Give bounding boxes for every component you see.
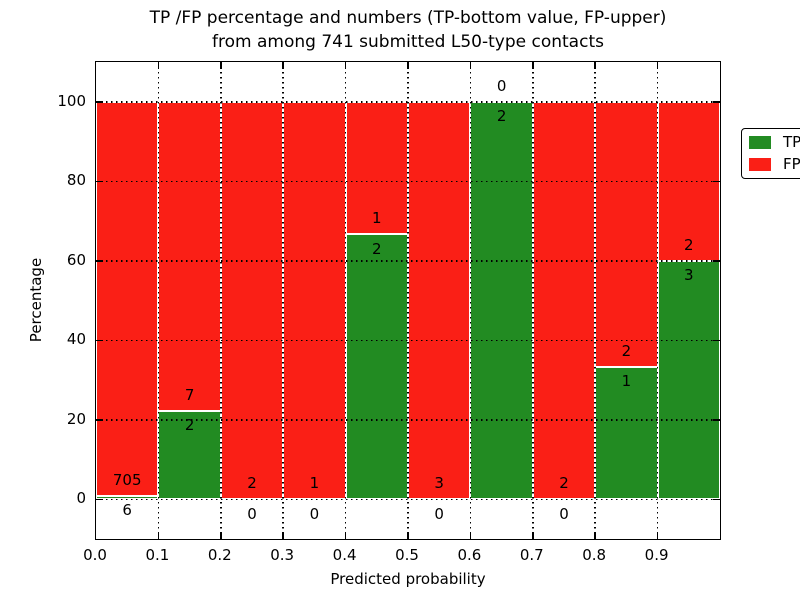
x-tick-mark-bottom xyxy=(344,532,347,539)
x-tick-label: 0.7 xyxy=(519,546,544,564)
x-tick-label: 0.6 xyxy=(457,546,482,564)
x-tick-label: 0.3 xyxy=(270,546,295,564)
y-tick-mark-right xyxy=(713,180,720,182)
x-tick-label: 0.8 xyxy=(582,546,607,564)
tp-count-label: 0 xyxy=(309,504,320,523)
x-tick-mark-top xyxy=(344,62,347,69)
plot-area: 705 6 7 2 2 0 1 0 1 2 3 0 0 2 2 0 2 1 2 3 TP FP xyxy=(95,61,800,540)
y-tick-mark-right xyxy=(713,101,720,103)
x-tick-mark-top xyxy=(469,62,472,69)
fp-count-label: 3 xyxy=(434,474,444,493)
y-tick-label: 80 xyxy=(66,171,86,190)
fp-count-label: 2 xyxy=(559,474,569,493)
fp-legend-swatch xyxy=(749,158,771,171)
tp-count-label: 0 xyxy=(434,504,444,523)
vertical-gridline xyxy=(532,62,534,539)
fp-count-label: 1 xyxy=(309,474,320,493)
fp-count-label: 0 xyxy=(496,76,507,95)
y-tick-mark-left xyxy=(96,498,103,500)
chart-title-line1: TP /FP percentage and numbers (TP-bottom… xyxy=(149,8,667,28)
x-tick-label: 0.9 xyxy=(644,546,669,564)
x-tick-label: 0.4 xyxy=(332,546,357,564)
tp-count-label: 0 xyxy=(247,504,257,523)
x-tick-mark-bottom xyxy=(532,532,534,539)
y-tick-mark-right xyxy=(713,260,720,262)
tp-bar-segment xyxy=(470,101,533,500)
fp-legend-label: FP xyxy=(783,155,800,173)
fp-bar-segment xyxy=(220,101,284,500)
y-tick-label: 60 xyxy=(66,250,86,269)
y-tick-label: 0 xyxy=(76,489,86,508)
x-tick-mark-top xyxy=(220,62,222,69)
x-tick-mark-bottom xyxy=(157,532,160,539)
fp-count-label: 2 xyxy=(247,474,257,493)
legend-item-fp: FP xyxy=(749,157,800,172)
tp-count-label: 2 xyxy=(184,416,195,435)
tp-count-label: 6 xyxy=(122,501,132,520)
x-tick-label: 0.1 xyxy=(145,546,170,564)
vertical-gridline xyxy=(407,62,409,539)
fp-bar-segment xyxy=(96,101,159,496)
fp-count-label: 1 xyxy=(372,209,382,228)
y-tick-mark-left xyxy=(96,339,103,341)
chart-title-line2: from among 741 submitted L50-type contac… xyxy=(212,32,604,52)
y-tick-mark-left xyxy=(96,260,103,262)
vertical-gridline xyxy=(282,62,284,539)
x-tick-mark-top xyxy=(594,62,596,69)
tp-bar-segment xyxy=(657,260,720,500)
tp-bar-segment xyxy=(345,234,408,500)
tp-count-label: 2 xyxy=(496,107,507,126)
x-tick-mark-top xyxy=(532,62,534,69)
x-tick-mark-bottom xyxy=(407,532,409,539)
y-tick-mark-left xyxy=(96,419,103,421)
y-tick-mark-left xyxy=(96,180,103,182)
x-tick-label: 0.5 xyxy=(395,546,419,564)
x-tick-mark-top xyxy=(656,62,659,69)
fp-count-label: 2 xyxy=(684,235,694,254)
x-axis-label: Predicted probability xyxy=(330,570,486,588)
vertical-gridline xyxy=(594,62,596,539)
fp-bar-segment xyxy=(532,101,596,500)
fp-count-label: 7 xyxy=(184,386,195,405)
tp-count-label: 0 xyxy=(559,504,569,523)
fp-bar-segment xyxy=(283,101,346,500)
fp-count-label: 2 xyxy=(621,341,632,360)
vertical-gridline xyxy=(656,62,659,539)
tp-count-label: 2 xyxy=(372,239,382,258)
y-tick-mark-right xyxy=(713,339,720,341)
x-tick-mark-bottom xyxy=(594,532,596,539)
tp-count-label: 1 xyxy=(621,372,632,391)
fp-count-label: 705 xyxy=(112,470,142,489)
tp-legend-label: TP xyxy=(783,133,800,151)
fp-bar-segment xyxy=(408,101,471,500)
x-tick-label: 0.0 xyxy=(83,546,107,564)
y-tick-label: 40 xyxy=(66,330,86,349)
x-tick-mark-top xyxy=(282,62,284,69)
vertical-gridline xyxy=(469,62,472,539)
x-tick-mark-bottom xyxy=(220,532,222,539)
chart-title: TP /FP percentage and numbers (TP-bottom… xyxy=(96,6,720,54)
x-tick-mark-bottom xyxy=(656,532,659,539)
y-tick-mark-right xyxy=(713,498,720,500)
fp-bar-segment xyxy=(345,101,408,235)
x-tick-mark-top xyxy=(157,62,160,69)
x-tick-mark-bottom xyxy=(469,532,472,539)
y-tick-label: 20 xyxy=(66,409,86,428)
tp-count-label: 3 xyxy=(684,266,694,285)
vertical-gridline xyxy=(220,62,222,539)
legend-item-tp: TP xyxy=(749,135,800,150)
fp-bar-segment xyxy=(158,101,221,411)
tp-legend-swatch xyxy=(749,136,771,149)
y-tick-mark-left xyxy=(96,101,103,103)
vertical-gridline xyxy=(344,62,347,539)
x-tick-mark-top xyxy=(407,62,409,69)
vertical-gridline xyxy=(157,62,160,539)
y-tick-label: 100 xyxy=(57,91,86,110)
x-tick-label: 0.2 xyxy=(207,546,232,564)
x-tick-mark-bottom xyxy=(282,532,284,539)
y-tick-mark-right xyxy=(713,419,720,421)
legend: TP FP xyxy=(741,128,800,179)
fp-bar-segment xyxy=(595,101,658,367)
